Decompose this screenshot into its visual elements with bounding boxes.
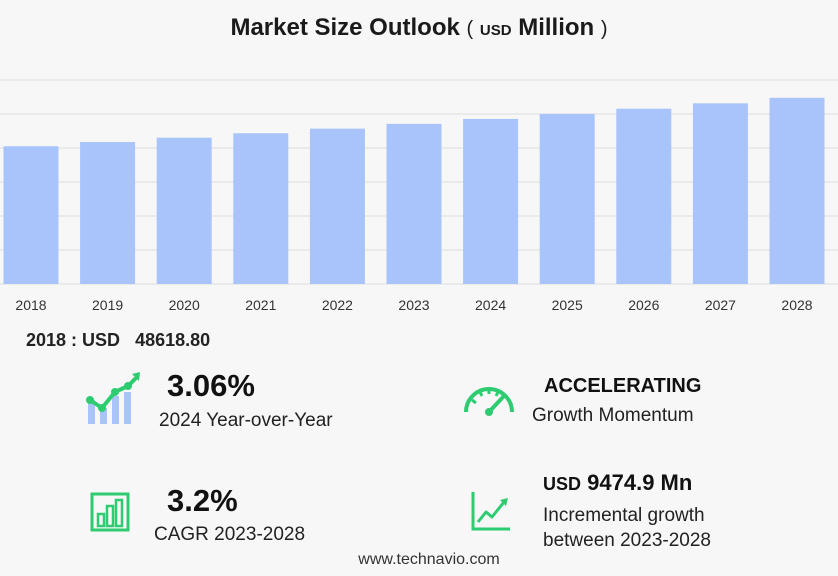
x-tick-label: 2026	[628, 297, 659, 313]
growth-line-bars-icon	[86, 372, 140, 424]
x-tick-label: 2023	[398, 297, 429, 313]
x-tick-label: 2018	[15, 297, 46, 313]
incremental-heading: USD 9474.9 Mn	[543, 470, 692, 496]
bar-2025	[539, 113, 595, 284]
x-tick-label: 2019	[92, 297, 123, 313]
bar-2019	[80, 142, 136, 284]
incremental-label-line2: between 2023-2028	[543, 530, 711, 551]
bar-2024	[463, 118, 519, 284]
bar-2028	[769, 97, 825, 284]
chart-title-main: Market Size Outlook	[230, 14, 460, 41]
bar-chart: 2018 2019 2020 2021 2022 2023 2024 2025 2026 2027…	[0, 79, 838, 313]
chart-title: Market Size Outlook ( USD Million )	[0, 14, 838, 42]
title-unit: Million	[518, 14, 595, 41]
x-tick-label: 2022	[322, 297, 353, 313]
bar-2026	[616, 108, 672, 285]
x-tick-label: 2027	[705, 297, 736, 313]
x-tick-label: 2020	[169, 297, 200, 313]
trend-line-icon	[471, 492, 510, 531]
bar-2021	[233, 133, 289, 284]
x-tick-label: 2028	[781, 297, 812, 313]
base-year-label: 2018 : USD 48618.80	[26, 330, 210, 351]
incremental-currency: USD	[543, 474, 582, 494]
cagr-label: CAGR 2023-2028	[154, 524, 306, 545]
yoy-label: 2024 Year-over-Year	[159, 410, 333, 431]
bar-2027	[692, 103, 748, 285]
bar-chart-icon	[90, 492, 130, 532]
momentum-value: ACCELERATING	[544, 375, 702, 397]
base-year-text: 2018 : USD	[26, 330, 121, 350]
footer-url: www.technavio.com	[358, 551, 500, 568]
title-paren-close: )	[600, 18, 608, 40]
title-paren-open: (	[466, 18, 474, 40]
momentum-label: Growth Momentum	[532, 405, 694, 426]
x-tick-label: 2025	[552, 297, 583, 313]
bar-2018	[3, 146, 59, 284]
x-tick-label: 2024	[475, 297, 506, 313]
base-year-value: 48618.80	[135, 330, 211, 350]
title-currency: USD	[479, 22, 512, 39]
bar-2023	[386, 123, 442, 284]
bar-2022	[309, 128, 365, 284]
x-tick-label: 2021	[245, 297, 276, 313]
speedometer-icon	[464, 387, 514, 416]
yoy-value: 3.06%	[167, 368, 255, 403]
incremental-label-line1: Incremental growth	[543, 505, 705, 526]
cagr-value: 3.2%	[167, 483, 238, 518]
incremental-value: 9474.9 Mn	[587, 470, 693, 495]
bar-2020	[156, 137, 212, 284]
